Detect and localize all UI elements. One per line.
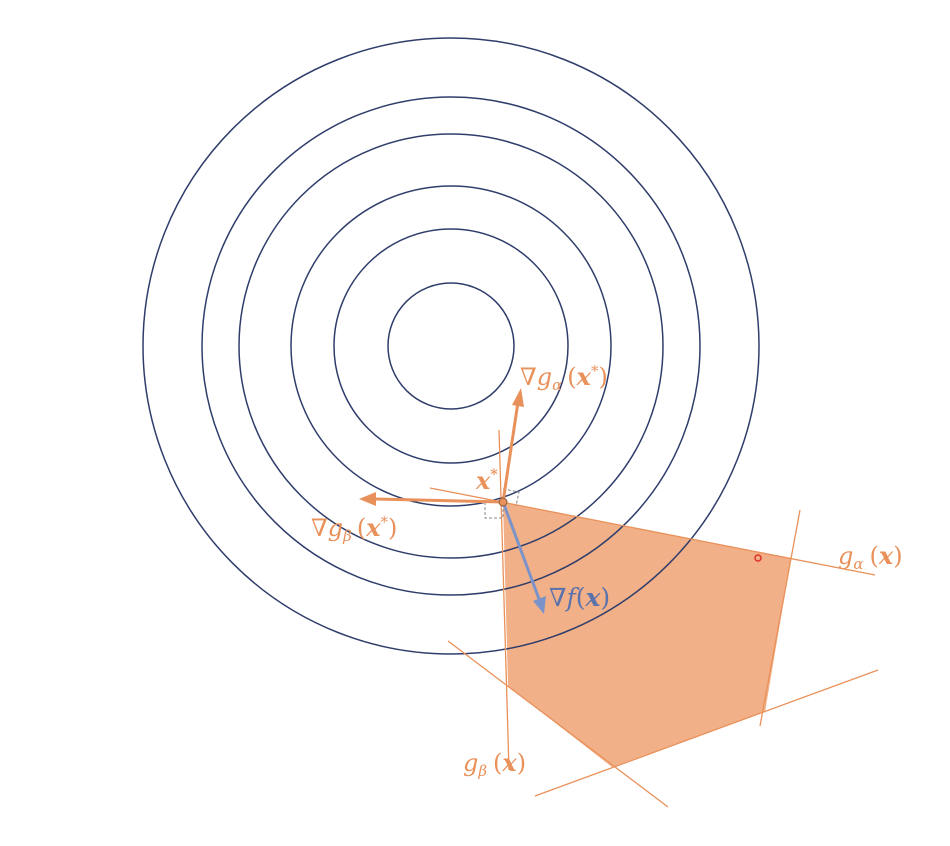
- contour-2: [333, 228, 569, 464]
- g-alpha-label: gα (x): [838, 541, 903, 573]
- grad-g-alpha-label: ∇gα (x*): [520, 362, 608, 394]
- x-star-label: x*: [475, 466, 498, 495]
- gradient-arrows: [359, 388, 546, 614]
- grad-f-arrow: [501, 501, 541, 600]
- grad-f-label: ∇f(x): [549, 583, 610, 612]
- right-angle-marker-lower: [484, 502, 504, 519]
- contour-6: [142, 37, 760, 655]
- grad-g-beta-arrow: [373, 497, 504, 504]
- x-star-point: [498, 497, 508, 507]
- right-constraint-line: [759, 509, 801, 727]
- g-beta-label: gβ (x): [463, 748, 526, 780]
- grad-f-arrowhead: [533, 596, 546, 614]
- objective-contours: [142, 37, 760, 655]
- constraint-lines: [429, 429, 879, 808]
- contour-4: [238, 133, 664, 559]
- contour-1: [387, 282, 515, 410]
- contour-5: [201, 96, 701, 596]
- lower-left-constraint-line: [447, 640, 669, 808]
- bottom-right-constraint-line: [534, 669, 879, 797]
- g-beta-line: [498, 429, 510, 771]
- right-angle-marker-upper: [502, 488, 520, 507]
- contour-3: [290, 185, 612, 507]
- grad-g-beta-label: ∇gβ (x*): [311, 513, 397, 545]
- grad-g-alpha-arrow: [501, 401, 520, 503]
- red-point: [754, 554, 762, 562]
- grad-g-alpha-arrowhead: [512, 388, 524, 407]
- feasible-region: [503, 502, 791, 767]
- grad-g-beta-arrowhead: [359, 492, 376, 506]
- right-angle-markers: [484, 488, 520, 519]
